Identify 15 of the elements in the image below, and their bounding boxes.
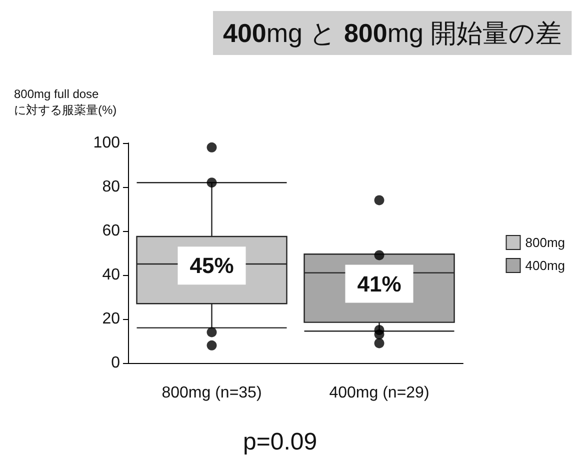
legend-label: 400mg	[525, 258, 565, 273]
chart-title: 400mg と 800mg 開始量の差	[223, 18, 562, 48]
y-tick-label: 0	[111, 354, 120, 372]
y-axis-title: 800mg full dose に対する服薬量(%)	[14, 87, 117, 117]
x-tick-label: 400mg (n=29)	[329, 384, 430, 402]
x-tick-label: 800mg (n=35)	[162, 384, 262, 402]
text: p=0.09	[243, 428, 318, 456]
legend-label: 800mg	[525, 235, 565, 250]
text: 41%	[357, 271, 402, 296]
y-tick-label: 20	[102, 310, 120, 328]
y-tick-label: 40	[102, 266, 120, 284]
text: 45%	[190, 253, 234, 278]
y-tick-label: 100	[93, 134, 120, 152]
y-tick-label: 60	[102, 222, 120, 240]
y-tick-label: 80	[102, 178, 120, 196]
